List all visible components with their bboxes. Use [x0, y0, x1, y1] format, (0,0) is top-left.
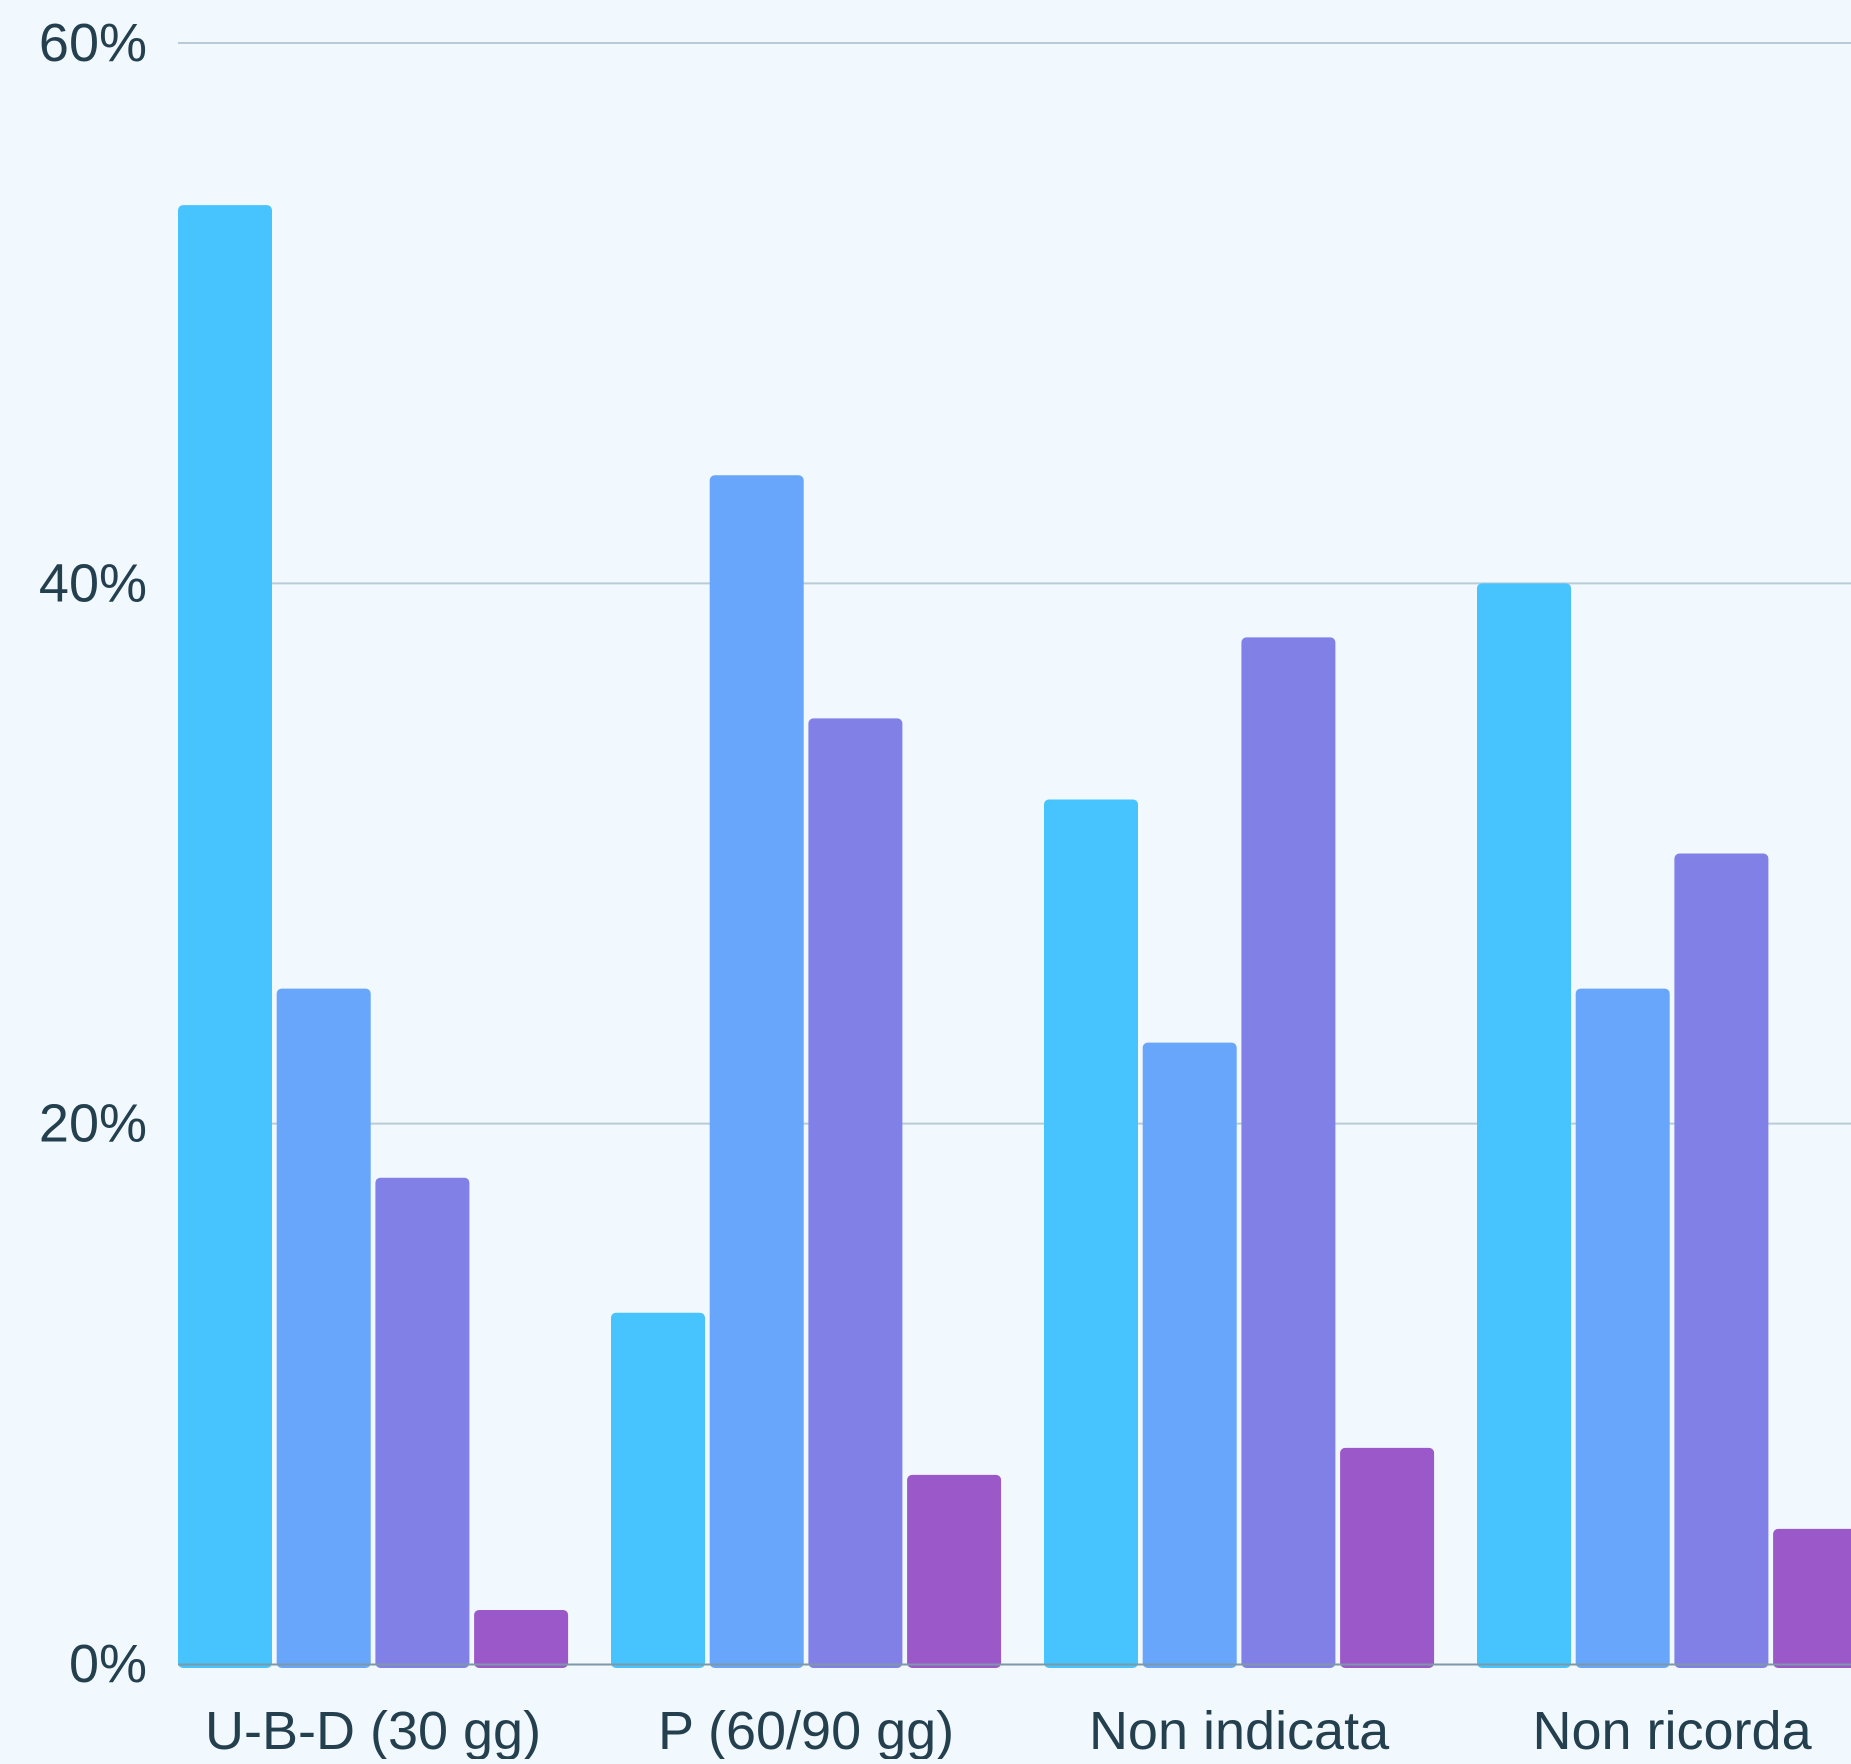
- gridlines: [178, 42, 1851, 1125]
- x-tick-label: Non indicata: [1089, 1701, 1390, 1759]
- bar: [808, 718, 903, 1668]
- bar: [1241, 637, 1336, 1668]
- y-tick-label: 0%: [69, 1634, 147, 1694]
- bar: [474, 1609, 569, 1668]
- x-tick-label: U-B-D (30 gg): [205, 1701, 541, 1759]
- y-tick-label: 40%: [39, 553, 147, 613]
- bar: [1044, 799, 1138, 1668]
- bars: [178, 205, 1851, 1669]
- bar: [1477, 583, 1571, 1669]
- bar: [1142, 1042, 1237, 1668]
- bar: [178, 205, 272, 1669]
- x-axis-tick-labels: U-B-D (30 gg) P (60/90 gg) Non indicata Non…: [205, 1701, 1813, 1761]
- bar: [1575, 988, 1670, 1668]
- bar: [907, 1474, 1002, 1668]
- bar: [1340, 1447, 1435, 1668]
- bar: [375, 1177, 470, 1668]
- y-tick-label: 60%: [39, 13, 147, 73]
- bar: [1773, 1528, 1851, 1668]
- bar: [1674, 853, 1769, 1668]
- y-tick-label: 20%: [39, 1094, 147, 1154]
- bar: [276, 988, 371, 1668]
- x-tick-label: Non ricorda: [1532, 1701, 1812, 1759]
- bar: [611, 1312, 705, 1668]
- x-tick-label: P (60/90 gg): [658, 1701, 954, 1759]
- y-axis-tick-labels: 0% 20% 40% 60%: [39, 13, 147, 1694]
- bar: [709, 475, 804, 1669]
